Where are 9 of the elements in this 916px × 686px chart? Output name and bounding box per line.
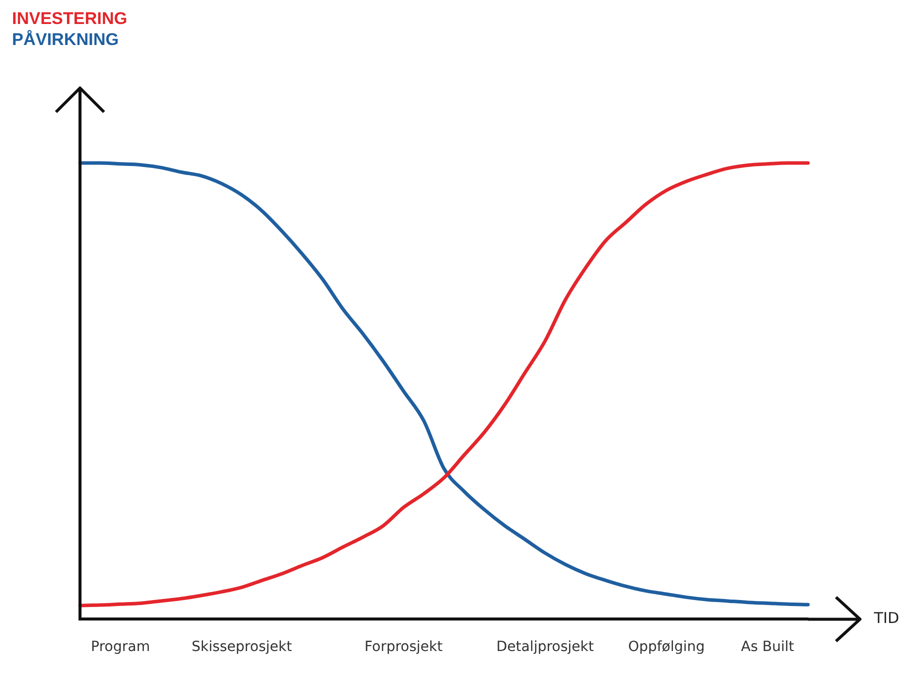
x-axis-title: TID xyxy=(874,609,900,628)
x-tick-label: Forprosjekt xyxy=(364,639,444,656)
text: INVESTERING xyxy=(12,8,128,29)
text: PÅVIRKNING xyxy=(12,29,120,50)
x-tick-label: Detaljprosjekt xyxy=(496,639,594,656)
x-tick-label: As Built xyxy=(741,639,795,656)
x-tick-label: Oppfølging xyxy=(628,639,705,656)
x-tick-label: Program xyxy=(90,639,150,656)
x-tick-label: Skisseprosjekt xyxy=(192,639,292,656)
